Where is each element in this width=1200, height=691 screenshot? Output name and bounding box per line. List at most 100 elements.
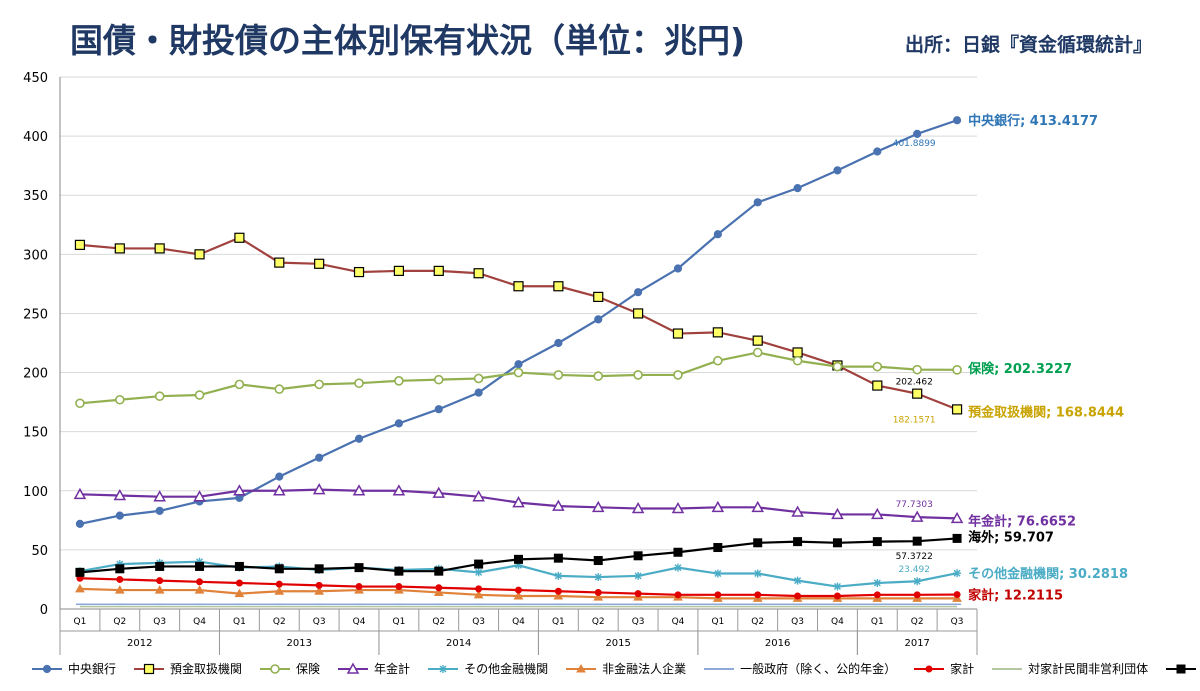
data-point [355,583,363,591]
data-point [754,591,762,599]
data-point [353,266,365,278]
marker-stroke [833,583,841,591]
data-point [593,556,603,566]
data-point [832,538,842,548]
data-point [873,578,882,587]
marker-stroke [594,573,602,581]
x-tick-label: Q4 [193,617,206,627]
x-tick-label: Q1 [233,617,246,627]
x-tick-label: Q4 [831,617,844,627]
legend-label: 保険 [296,662,321,676]
data-point [314,379,324,390]
y-tick-label: 300 [23,248,48,263]
data-point [554,571,563,580]
legend-item: 家計 [912,660,974,677]
data-point [833,582,842,591]
data-point [513,590,524,600]
data-point [75,519,85,528]
series-7 [76,574,961,600]
legend-label: 対家計民間非営利団体 [1028,662,1149,676]
data-point [591,500,605,513]
series-0 [75,116,962,528]
data-point [115,564,125,574]
data-point [594,588,602,596]
y-tick-label: 50 [31,544,48,559]
marker-stroke [674,564,682,572]
data-point [753,538,763,548]
data-point [314,586,325,595]
legend-marker [576,663,586,672]
legend-swatch [914,665,945,672]
data-point [553,553,563,563]
data-point [593,291,604,302]
data-point [473,589,484,599]
data-point [154,391,165,402]
data-point [713,543,723,553]
data-point [193,490,206,502]
data-point [114,585,125,594]
x-tick-label: Q1 [871,617,884,627]
data-point [312,483,326,495]
data-point [711,500,725,513]
legend-item: 一般政府（除く、公的年金） [702,660,896,677]
x-year-label: 2017 [904,638,929,649]
legend-label: その他金融機関 [464,662,549,676]
data-point [753,198,762,207]
data-point [631,501,645,514]
series-end-label: 保険; 202.3227 [967,361,1072,377]
data-point [673,547,683,557]
series-end-label: 海外; 59.707 [968,529,1054,545]
legend-swatch [704,667,735,670]
x-tick-label: Q4 [512,617,525,627]
data-point [634,288,643,297]
data-point [274,564,284,574]
legend-swatch [260,663,291,674]
series-line [79,119,958,525]
x-year-label: 2013 [286,638,311,649]
data-point [155,506,164,515]
data-label: 401.8899 [893,139,936,149]
marker-stroke [439,665,447,672]
data-point [794,592,802,600]
data-point [552,499,565,511]
data-point [753,569,762,578]
data-point [394,376,404,386]
legend-swatch [566,663,597,672]
data-point [873,591,881,599]
data-point [194,390,205,400]
data-label: 77.7303 [896,500,933,510]
data-point [74,239,86,250]
data-point [713,355,723,366]
data-point [514,360,523,369]
data-point [274,257,285,268]
data-point [514,554,523,564]
data-point [672,328,684,339]
data-point [831,507,844,520]
data-point [352,484,366,496]
x-tick-label: Q3 [632,617,645,627]
chart-title: 国債・財投債の主体別保有状況（単位：兆円) [70,21,746,60]
data-point [793,576,802,585]
series-end-label: その他金融機関; 30.2818 [968,566,1128,582]
legend-item: 預金取扱機関 [132,660,242,677]
data-point [792,347,803,358]
y-tick-label: 200 [23,367,48,382]
y-tick-label: 150 [23,426,48,441]
data-point [833,166,842,175]
series-end-label: 預金取扱機関; 168.8444 [968,404,1124,420]
data-point [674,591,682,599]
data-point [712,327,723,338]
legend-label: 年金計 [374,662,411,676]
data-point [553,370,564,380]
data-point [953,591,961,599]
x-tick-label: Q2 [113,617,126,627]
legend-marker [925,665,933,672]
data-point [234,561,244,571]
legend-item: 対家計民間非営利団体 [990,660,1148,677]
data-point [791,505,804,517]
data-point [474,388,483,397]
legend-swatch [32,664,62,673]
data-point [515,586,522,594]
x-tick-label: Q3 [791,617,804,627]
x-year-label: 2016 [765,638,790,649]
